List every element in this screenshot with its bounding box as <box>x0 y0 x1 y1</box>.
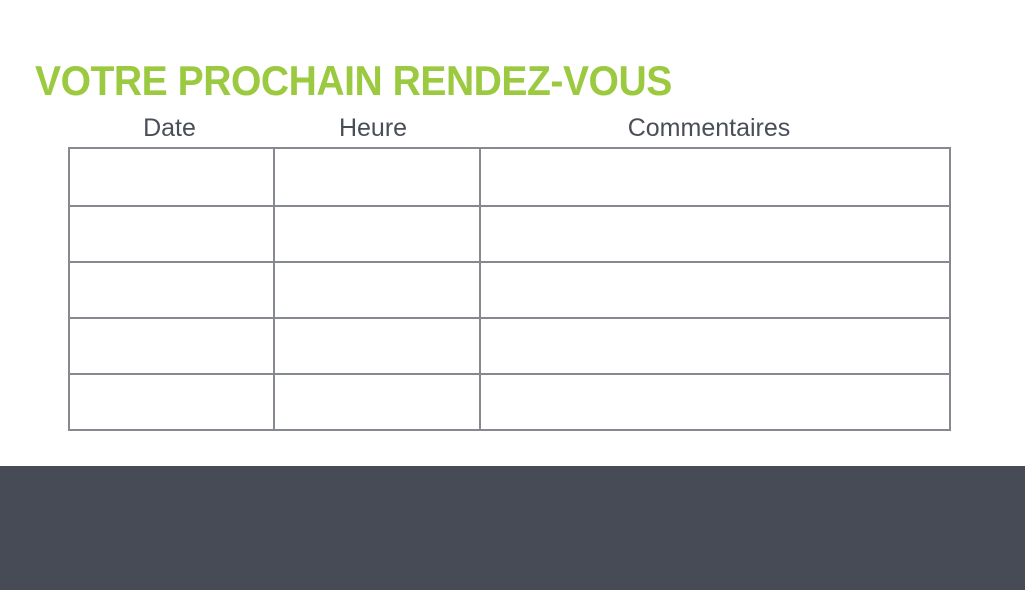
table-cell-commentaires[interactable] <box>479 317 951 375</box>
cell-value-date <box>70 149 273 205</box>
table-row[interactable] <box>68 317 951 375</box>
column-header-date: Date <box>143 114 196 142</box>
cell-value-commentaires <box>481 263 949 317</box>
table-row[interactable] <box>68 205 951 263</box>
cell-value-date <box>70 375 273 429</box>
cell-value-heure <box>275 263 479 317</box>
column-header-heure: Heure <box>338 114 408 142</box>
table-cell-heure[interactable] <box>273 205 481 263</box>
table-row[interactable] <box>68 373 951 431</box>
cell-value-date <box>70 263 273 317</box>
table-cell-date[interactable] <box>68 147 275 207</box>
table-cell-heure[interactable] <box>273 317 481 375</box>
cell-value-commentaires <box>481 149 949 205</box>
table-cell-commentaires[interactable] <box>479 147 951 207</box>
cell-value-commentaires <box>481 319 949 373</box>
page-title: VOTRE PROCHAIN RENDEZ-VOUS <box>35 57 672 105</box>
table-cell-heure[interactable] <box>273 373 481 431</box>
table-cell-heure[interactable] <box>273 261 481 319</box>
table-cell-date[interactable] <box>68 205 275 263</box>
appointment-table-wrapper: Date Heure Commentaires <box>68 100 951 431</box>
cell-value-commentaires <box>481 207 949 261</box>
cell-value-date <box>70 319 273 373</box>
table-cell-commentaires[interactable] <box>479 205 951 263</box>
table-column-headers: Date Heure Commentaires <box>68 100 943 142</box>
cell-value-commentaires <box>481 375 949 429</box>
appointment-table-body <box>68 147 951 431</box>
cell-value-heure <box>275 375 479 429</box>
column-header-commentaires: Commentaires <box>627 114 791 142</box>
appointment-table <box>68 147 951 431</box>
cell-value-heure <box>275 207 479 261</box>
cell-value-heure <box>275 319 479 373</box>
footer-band <box>0 466 1025 590</box>
cell-value-date <box>70 207 273 261</box>
table-cell-date[interactable] <box>68 373 275 431</box>
cell-value-heure <box>275 149 479 205</box>
table-cell-date[interactable] <box>68 261 275 319</box>
table-cell-commentaires[interactable] <box>479 261 951 319</box>
table-row[interactable] <box>68 147 951 207</box>
table-cell-heure[interactable] <box>273 147 481 207</box>
table-cell-date[interactable] <box>68 317 275 375</box>
table-cell-commentaires[interactable] <box>479 373 951 431</box>
table-row[interactable] <box>68 261 951 319</box>
